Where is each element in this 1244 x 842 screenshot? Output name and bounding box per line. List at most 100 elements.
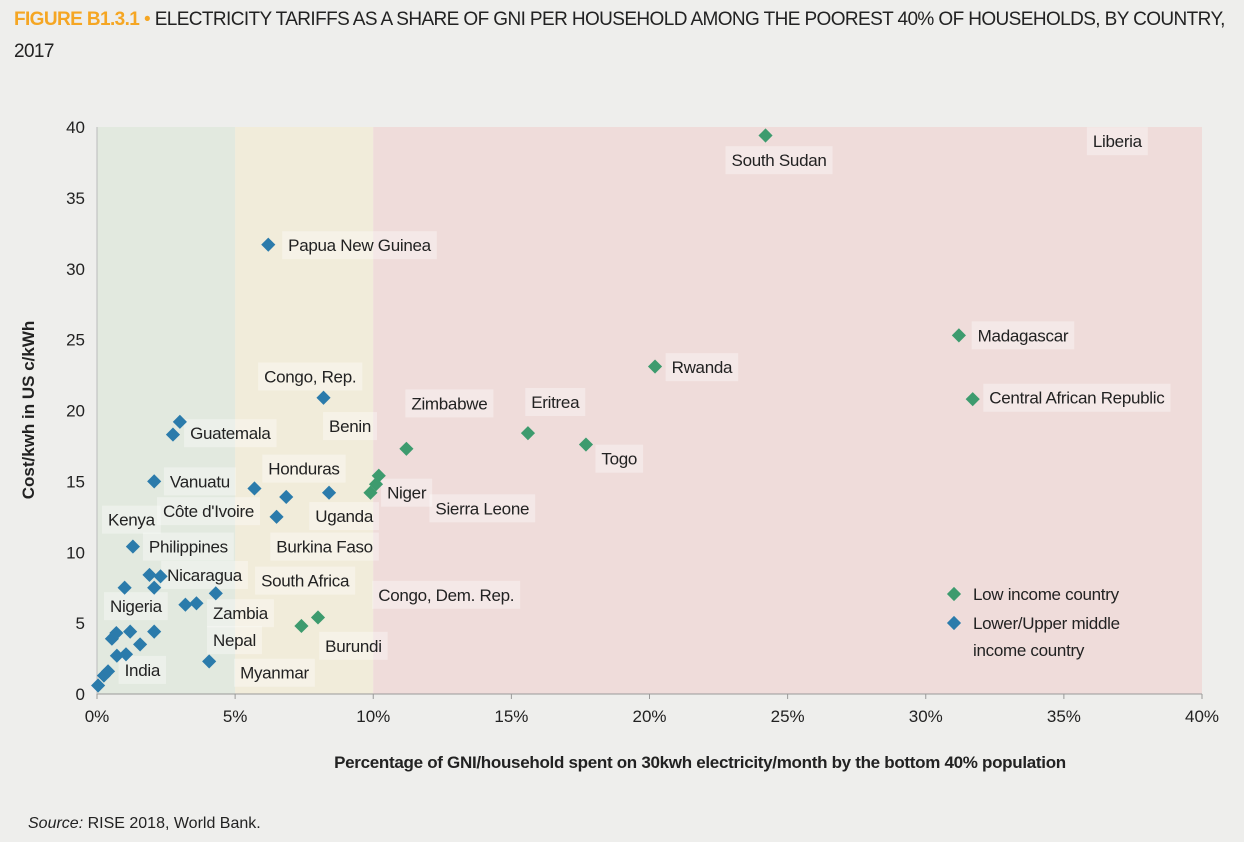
label-background — [262, 454, 346, 483]
label-background — [983, 383, 1171, 412]
label-background — [102, 505, 161, 534]
country-label: Liberia — [1093, 132, 1143, 151]
band-1 — [235, 127, 374, 694]
point-middle — [165, 427, 181, 442]
point-middle — [208, 586, 223, 601]
country-label: Nicaragua — [167, 566, 243, 585]
country-label: India — [125, 661, 161, 680]
point-middle — [153, 569, 168, 584]
point-middle — [142, 567, 157, 583]
legend-marker-low — [946, 586, 962, 602]
point-middle — [123, 624, 138, 639]
x-tick-label: 40% — [1185, 707, 1219, 726]
country-label: Niger — [387, 484, 427, 503]
point-middle — [316, 390, 331, 405]
point-middle — [269, 509, 284, 524]
country-label: South Africa — [261, 572, 350, 591]
label-background — [234, 658, 315, 687]
point-middle — [172, 414, 187, 429]
label-background — [971, 321, 1075, 350]
point-middle — [109, 625, 124, 641]
point-low — [965, 392, 980, 407]
label-background — [207, 599, 274, 628]
country-label: Kenya — [108, 511, 156, 530]
country-label: Zambia — [213, 604, 269, 623]
point-middle — [100, 664, 116, 679]
background-bands — [97, 127, 1202, 694]
point-middle — [178, 597, 193, 612]
label-background — [207, 626, 262, 655]
label-background — [525, 387, 586, 416]
label-background — [157, 497, 261, 526]
point-middle — [118, 647, 134, 662]
label-background — [103, 592, 168, 621]
axes: 0% 5% 10% 15% 20% 25% 30% 35% 40% 0 5 10 15 20 25 30 35 4… — [66, 118, 1219, 726]
x-tick-label: 5% — [223, 707, 248, 726]
label-background — [163, 467, 236, 496]
y-tick-label: 30 — [66, 260, 85, 279]
label-background — [405, 389, 494, 418]
title-bullet: • — [143, 9, 151, 30]
country-label: Benin — [329, 417, 371, 436]
x-axis-label: Percentage of GNI/household spent on 30k… — [334, 753, 1066, 772]
point-middle — [202, 654, 217, 669]
source-text: RISE 2018, World Bank. — [87, 815, 261, 832]
y-tick-label: 35 — [66, 189, 85, 208]
point-middle — [133, 637, 148, 652]
label-background — [1086, 127, 1148, 156]
x-tick-label: 20% — [632, 707, 666, 726]
point-middle — [91, 678, 106, 693]
country-labels: South Sudan Liberia Papua New Guinea Madaga… — [102, 127, 1171, 687]
x-tick-label: 30% — [909, 707, 943, 726]
point-middle — [147, 474, 162, 489]
label-background — [142, 532, 234, 561]
label-background — [258, 362, 363, 391]
legend-marker-middle — [946, 615, 962, 631]
point-low — [647, 359, 663, 374]
legend: Low income country Lower/Upper middle inco… — [946, 585, 1120, 660]
country-label: Côte d'Ivoire — [163, 502, 254, 521]
country-label: Guatemala — [190, 424, 271, 443]
country-label: Rwanda — [672, 358, 733, 377]
country-label: Nigeria — [110, 597, 163, 616]
country-label: Burkina Faso — [276, 538, 373, 557]
x-tick-label: 15% — [494, 707, 528, 726]
source-label: Source: — [28, 815, 84, 832]
country-label: Sierra Leone — [435, 499, 529, 518]
label-background — [665, 353, 739, 382]
country-label: Nepal — [213, 631, 256, 650]
point-middle — [109, 648, 124, 663]
country-label: South Sudan — [732, 151, 827, 170]
point-low — [310, 610, 326, 625]
country-label: Honduras — [268, 460, 339, 479]
point-middle — [247, 481, 262, 496]
label-background — [429, 494, 536, 523]
country-label: Togo — [601, 450, 637, 469]
point-middle — [147, 580, 162, 595]
point-middle — [321, 485, 337, 500]
point-middle — [261, 237, 276, 252]
label-background — [270, 532, 379, 561]
x-tick-label: 35% — [1047, 707, 1081, 726]
country-label: Vanuatu — [170, 472, 230, 491]
y-tick-label: 40 — [66, 118, 85, 137]
country-label: Madagascar — [978, 326, 1069, 345]
label-background — [372, 580, 521, 609]
point-low — [520, 426, 536, 441]
point-middle — [125, 539, 140, 554]
point-low — [399, 441, 414, 456]
y-tick-label: 25 — [66, 331, 85, 350]
y-axis-label: Cost/kwh in US c/kWh — [19, 321, 38, 500]
y-tick-label: 5 — [76, 614, 85, 633]
y-tick-label: 20 — [66, 402, 85, 421]
country-label: Congo, Dem. Rep. — [378, 586, 514, 605]
label-background — [309, 502, 379, 531]
country-label: Congo, Rep. — [264, 367, 356, 386]
country-label: Central African Republic — [989, 389, 1165, 408]
label-background — [282, 231, 437, 260]
country-label: Uganda — [315, 507, 374, 526]
x-tick-label: 0% — [85, 707, 110, 726]
band-0 — [97, 127, 236, 694]
y-tick-label: 15 — [66, 472, 85, 491]
point-low — [578, 437, 594, 452]
